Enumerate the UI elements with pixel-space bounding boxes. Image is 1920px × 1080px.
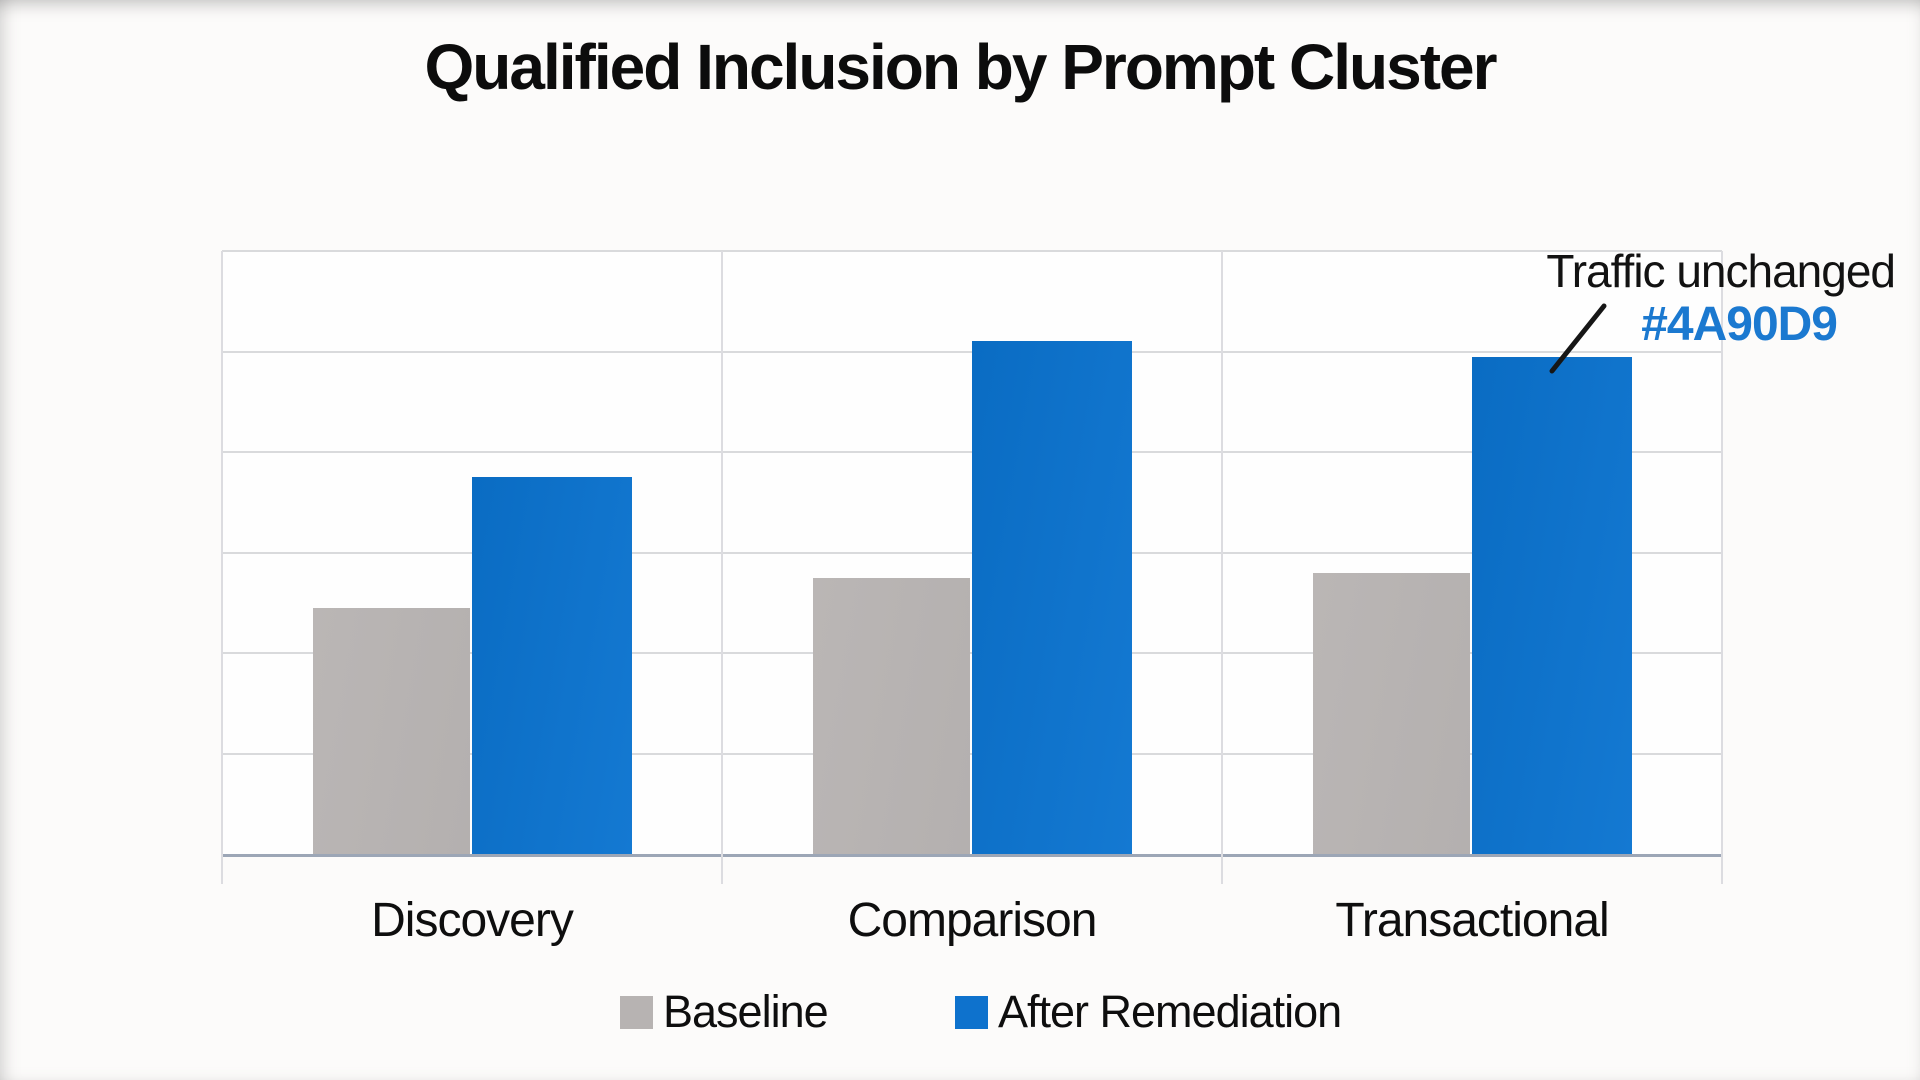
x-axis-label-transactional: Transactional xyxy=(1335,894,1609,947)
chart-title: Qualified Inclusion by Prompt Cluster xyxy=(424,31,1497,103)
v-gridline-1 xyxy=(721,251,723,884)
annotation-hex-label: #4A90D9 xyxy=(1641,297,1838,351)
x-axis-label-discovery: Discovery xyxy=(371,894,574,947)
legend-swatch-after-remediation xyxy=(955,995,988,1029)
bar-after-remediation-discovery xyxy=(471,477,632,854)
plot-area xyxy=(221,250,1723,884)
legend-swatch-baseline xyxy=(620,995,653,1029)
bar-baseline-transactional xyxy=(1312,572,1470,854)
x-axis-labels: Discovery Comparison Transactional xyxy=(222,893,1722,949)
legend-label-baseline: Baseline xyxy=(663,986,829,1037)
legend-item-baseline: Baseline xyxy=(620,986,829,1037)
bar-group-discovery xyxy=(222,251,722,854)
x-axis-label-comparison: Comparison xyxy=(847,894,1098,947)
legend: Baseline After Remediation xyxy=(0,986,1920,1037)
v-gridline-2 xyxy=(1221,251,1223,884)
bar-after-remediation-comparison xyxy=(971,341,1132,854)
annotation: Traffic unchanged #4A90D9 xyxy=(1546,245,1896,351)
bar-baseline-discovery xyxy=(312,607,470,854)
v-gridline-0 xyxy=(221,251,223,884)
bar-after-remediation-transactional xyxy=(1471,356,1632,854)
bar-group-transactional xyxy=(1222,251,1722,854)
bar-groups xyxy=(222,251,1722,854)
v-gridline-3 xyxy=(1721,251,1723,884)
legend-item-after-remediation: After Remediation xyxy=(955,986,1342,1037)
h-gridline-60 xyxy=(222,250,1722,252)
annotation-label: Traffic unchanged xyxy=(1546,245,1896,297)
legend-label-after-remediation: After Remediation xyxy=(998,986,1342,1037)
bar-baseline-comparison xyxy=(812,577,970,854)
bar-group-comparison xyxy=(722,251,1222,854)
